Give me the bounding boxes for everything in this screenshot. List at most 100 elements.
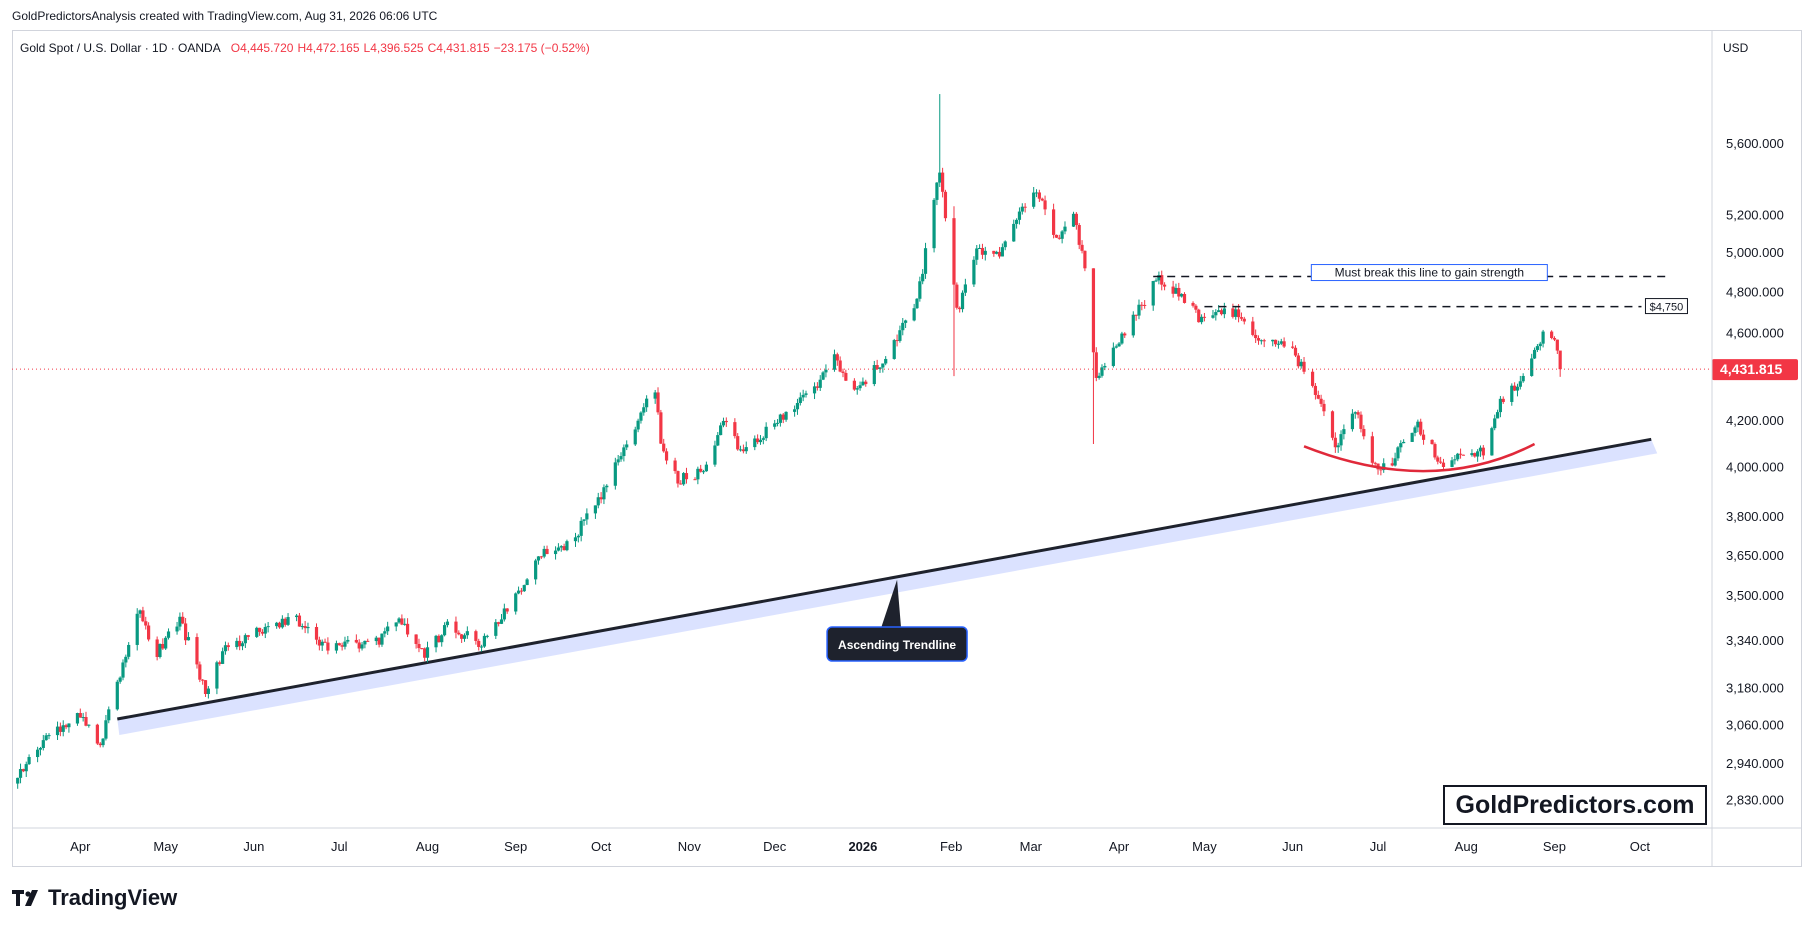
x-tick-label: Oct [1630,839,1651,854]
candle [682,473,686,485]
candle [366,640,370,642]
candle [659,412,663,444]
candle [781,414,785,420]
candle [161,643,165,649]
candle [943,191,948,219]
candle [1319,398,1323,404]
callout-box[interactable] [826,626,968,662]
candle [801,394,805,398]
candle [87,724,91,726]
candle [895,340,899,342]
x-tick-label: May [153,839,178,854]
candle [1103,365,1107,368]
candle [206,688,210,695]
candle [1222,308,1226,315]
candle [878,367,882,370]
candle [104,720,108,739]
candle [235,640,239,648]
candle [226,645,230,648]
candle [1356,412,1360,415]
candle [460,634,464,639]
candle [539,556,543,558]
currency-label[interactable]: USD [1723,41,1749,55]
symbol-name[interactable]: Gold Spot / U.S. Dollar · 1D · OANDA [20,41,221,55]
x-tick-label: Jul [331,839,348,854]
symbol-legend: Gold Spot / U.S. Dollar · 1D · OANDA O4,… [20,41,590,55]
candle [852,380,856,390]
candle [684,473,689,480]
candle [1299,361,1303,367]
candle [1211,315,1215,318]
candle [294,615,299,618]
candle [892,340,896,359]
candle [1458,453,1463,455]
candle [1157,275,1161,281]
candle [844,372,848,381]
candle [1134,314,1138,316]
candle [1262,340,1266,342]
candle [1316,394,1320,399]
y-tick-label: 2,830.000 [1726,792,1784,807]
candle [676,471,680,484]
candle [1276,343,1281,345]
candle [1020,206,1024,212]
candle [721,420,726,426]
candle [400,618,404,625]
candle [44,735,48,741]
candle [761,438,765,440]
candle [18,769,23,778]
candle [403,623,407,625]
candle [1231,308,1235,317]
candle [223,645,228,652]
candle [858,385,862,389]
candle [27,757,31,765]
candle [958,307,962,310]
candle [582,519,586,521]
candle [1040,198,1044,201]
candle [656,392,660,413]
candle [963,284,967,293]
y-tick-label: 5,200.000 [1726,207,1784,222]
ascending-trendline [117,437,1652,721]
candle [1114,346,1118,348]
candle [58,726,62,732]
legend-change: −23.175 (−0.52%) [493,41,590,55]
candle [337,643,341,646]
candle [536,556,541,561]
candle [1441,462,1446,467]
candle [1117,343,1121,347]
y-tick-label: 4,200.000 [1726,413,1784,428]
candle [1123,333,1127,336]
candle [1532,349,1537,359]
candle [397,618,401,623]
candle [975,248,979,260]
candle [605,485,609,488]
candle [613,462,617,486]
candle [1342,429,1346,435]
candle [1330,411,1335,438]
tradingview-logo[interactable]: TradingView [12,885,177,911]
candle [679,483,683,485]
candle [645,398,649,408]
chart-frame [12,30,1802,867]
candle [793,409,797,412]
candle [980,247,985,255]
candle [505,608,509,612]
candle [135,613,139,645]
rounded-bottom-arc [1303,442,1536,473]
candle [1242,318,1246,322]
candle [1410,432,1414,442]
trendline-band [117,439,1658,736]
callout-label: Ascending Trendline [838,638,956,652]
candle [286,617,290,625]
candle [764,426,768,439]
candle [67,723,71,728]
candle [1199,316,1204,323]
candle [804,393,808,395]
candle [47,735,51,737]
price-level-label: $4,750 [1650,302,1684,314]
candle [1518,381,1522,387]
resistance-note-box [1310,264,1548,282]
candle [141,610,145,622]
